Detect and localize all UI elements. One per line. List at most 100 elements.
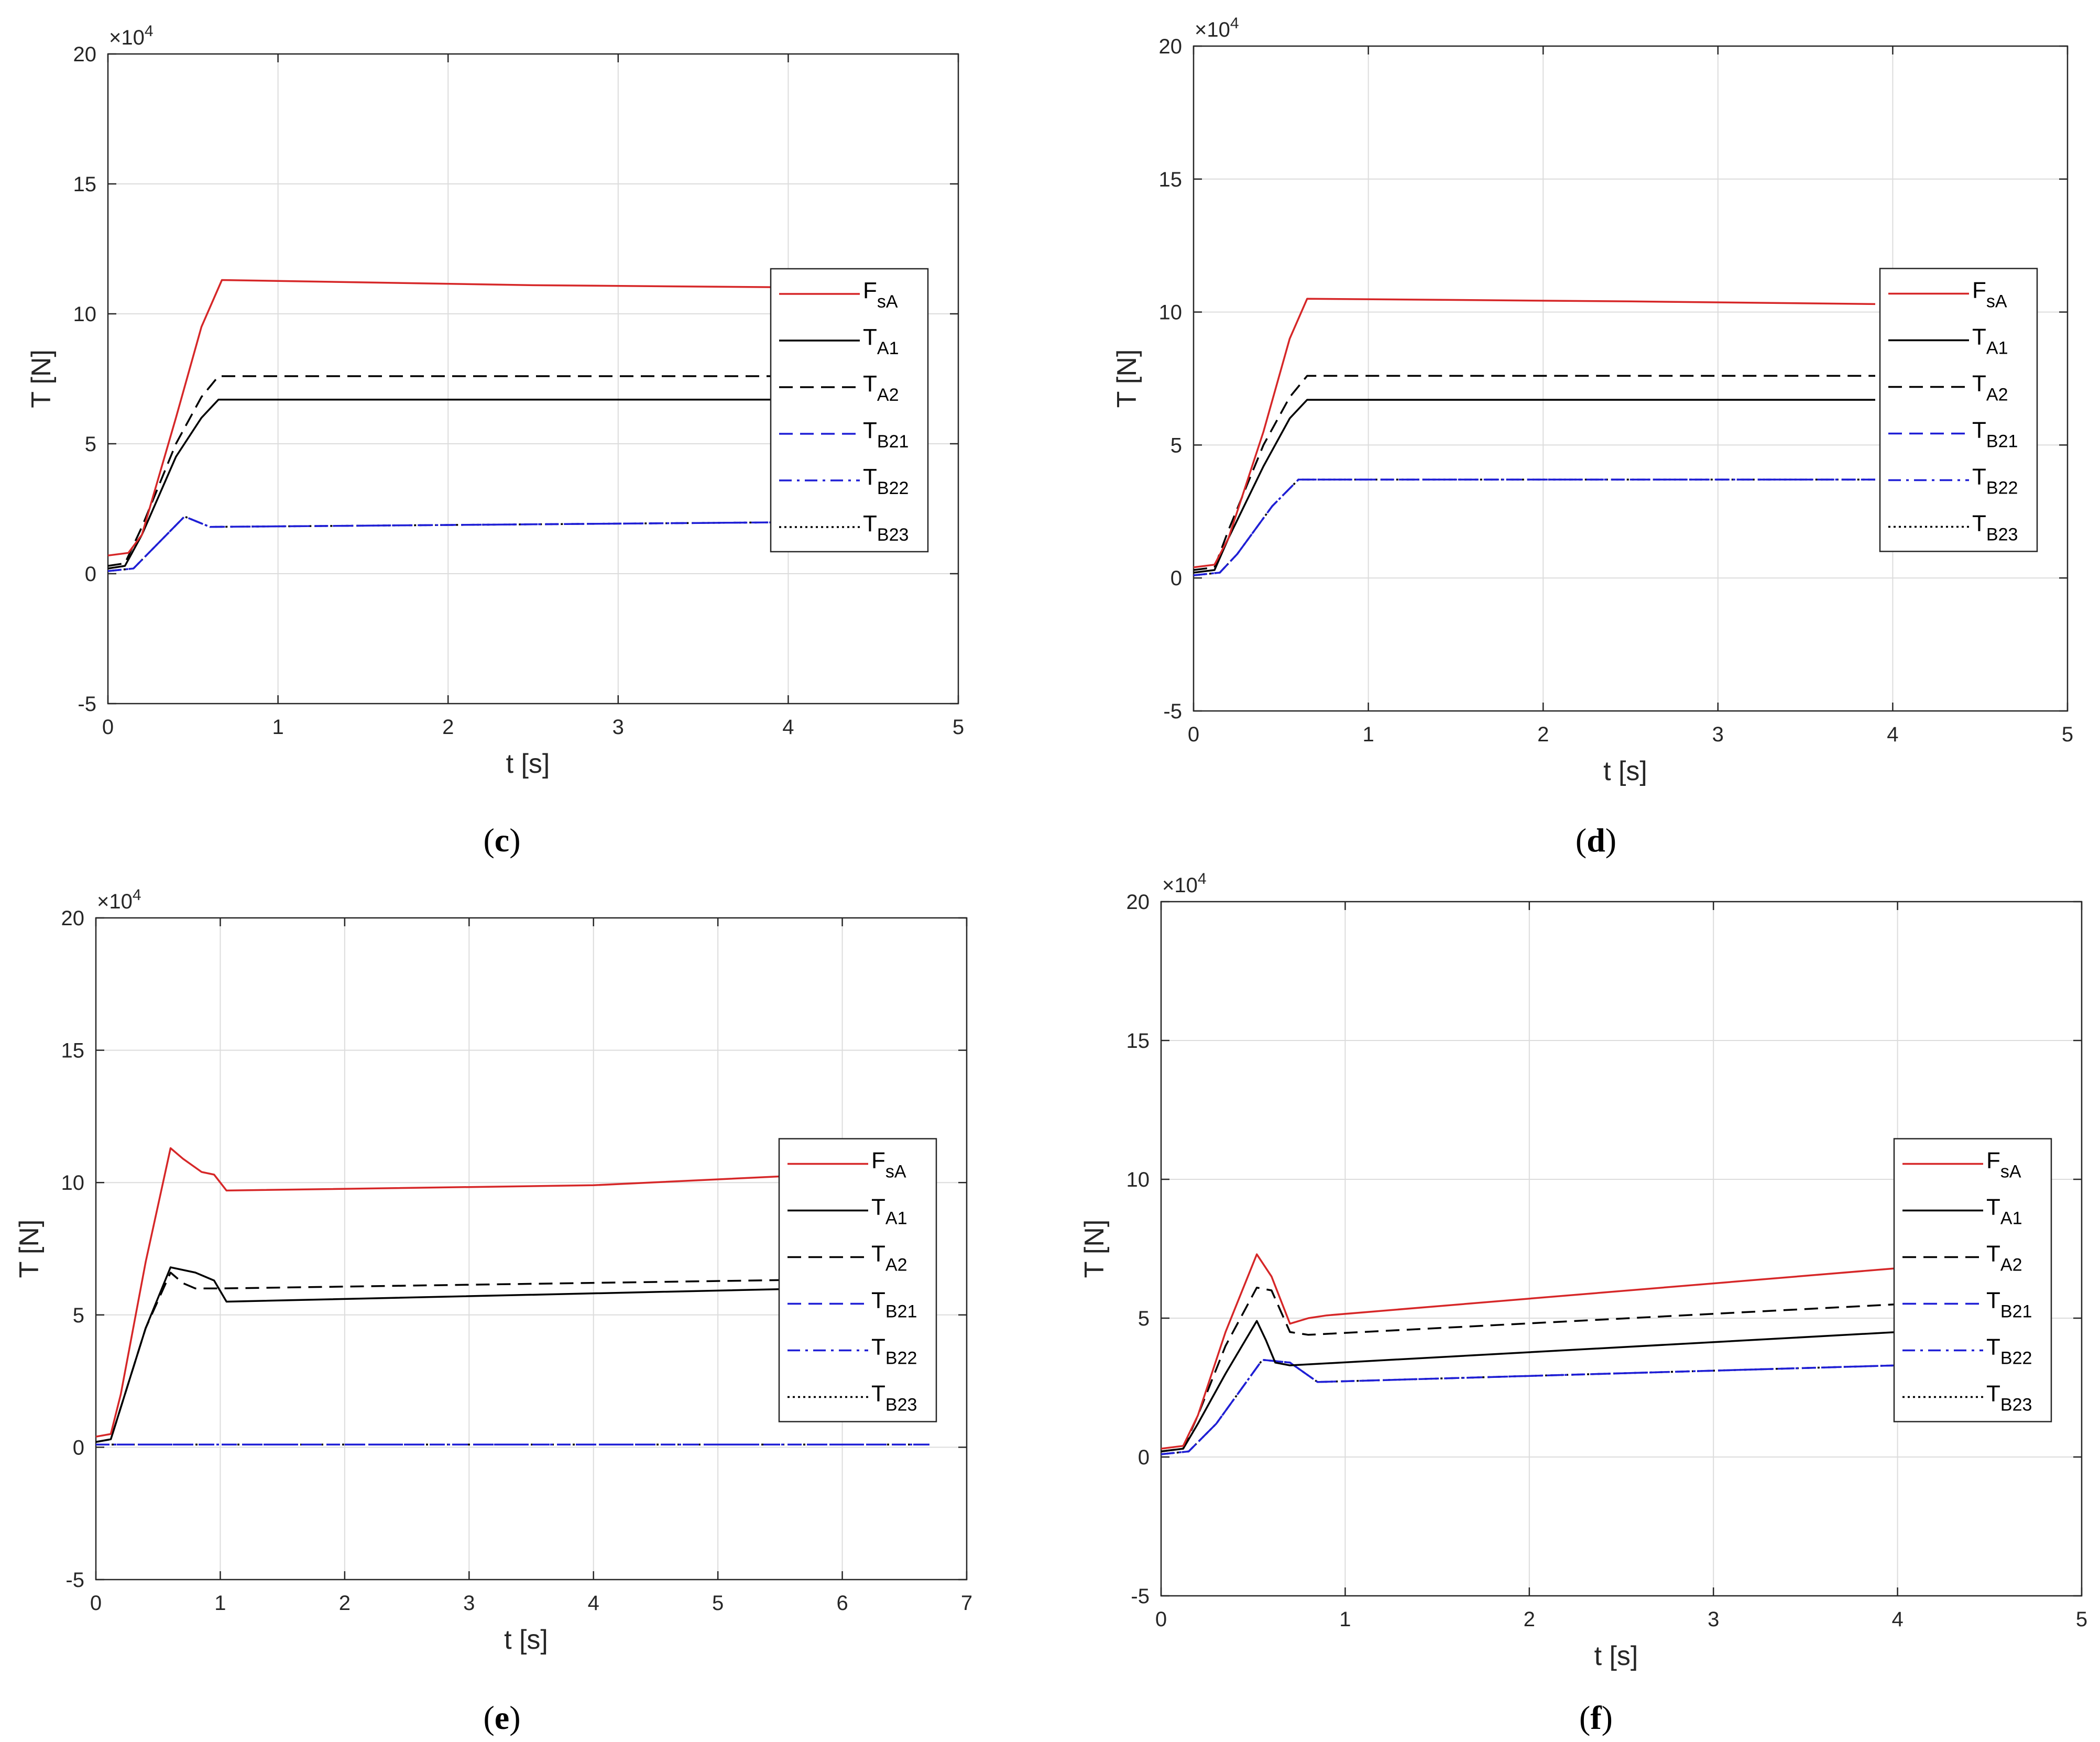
legend-subscript-FsA: sA	[2000, 1162, 2021, 1182]
series-line-TA1	[95, 1266, 929, 1443]
y-multiplier: ×104	[1162, 870, 1207, 897]
legend-box	[770, 268, 929, 553]
legend-subscript-TB22: B22	[2000, 1349, 2032, 1368]
y-tick-label-4: 15	[1159, 168, 1183, 191]
legend-subscript-FsA: sA	[885, 1162, 906, 1182]
y-tick-label-3: 10	[1126, 1168, 1150, 1191]
x-tick-label-5: 5	[2062, 723, 2073, 746]
y-tick-label-3: 10	[73, 303, 97, 326]
panel-caption-letter: c	[495, 821, 509, 859]
legend-subscript-TB21: B21	[885, 1302, 917, 1322]
legend-subscript-TA1: A1	[2000, 1209, 2022, 1229]
x-tick-label-1: 1	[214, 1592, 226, 1615]
y-tick-label-5: 20	[1126, 891, 1150, 914]
y-tick-label-5: 20	[73, 43, 97, 66]
y-multiplier-exponent: 4	[1230, 15, 1239, 32]
x-axis-label: t [s]	[1594, 1641, 1638, 1671]
x-tick-label-4: 4	[782, 716, 794, 739]
y-tick-label-3: 10	[61, 1171, 85, 1195]
x-tick-label-0: 0	[90, 1592, 102, 1615]
legend-box	[1893, 1138, 2052, 1422]
y-tick-label-4: 15	[61, 1039, 85, 1062]
x-tick-label-2: 2	[1537, 723, 1549, 746]
x-tick-label-7: 7	[961, 1592, 972, 1615]
legend-box	[1879, 268, 2038, 552]
x-tick-label-3: 3	[1712, 723, 1724, 746]
series-line-TA1	[1161, 1320, 1898, 1453]
y-tick-label-0: -5	[65, 1569, 84, 1592]
legend-subscript-TB23: B23	[1986, 525, 2018, 545]
x-axis-label: t [s]	[1603, 756, 1647, 786]
legend-subscript-TB22: B22	[877, 478, 909, 498]
x-tick-label-3: 3	[612, 716, 624, 739]
y-tick-label-5: 20	[1159, 35, 1183, 58]
x-tick-label-1: 1	[1339, 1608, 1351, 1631]
y-tick-label-4: 15	[1126, 1029, 1150, 1053]
panel-caption: (c)	[483, 821, 520, 859]
y-tick-label-1: 0	[1171, 567, 1182, 590]
legend-subscript-TB21: B21	[2000, 1302, 2032, 1322]
legend-subscript-TA1: A1	[1986, 338, 2008, 358]
series-line-FsA	[1161, 1253, 1898, 1450]
legend-subscript-FsA: sA	[877, 292, 898, 312]
y-tick-label-3: 10	[1159, 301, 1183, 324]
x-tick-label-5: 5	[953, 716, 964, 739]
panel-caption-close: )	[1605, 821, 1616, 859]
x-tick-label-1: 1	[1362, 723, 1374, 746]
series-line-TA1	[1193, 399, 1875, 574]
y-tick-label-4: 15	[73, 173, 97, 196]
x-axis-label: t [s]	[504, 1625, 548, 1655]
legend-subscript-TB22: B22	[885, 1349, 917, 1368]
y-tick-label-5: 20	[61, 907, 85, 930]
y-multiplier-exponent: 4	[1198, 870, 1207, 888]
series-line-FsA	[1193, 298, 1876, 568]
x-tick-label-0: 0	[1188, 723, 1199, 746]
legend-subscript-TB23: B23	[885, 1395, 917, 1415]
y-axis-label: T [N]	[1079, 1220, 1110, 1278]
legend-subscript-TB21: B21	[1986, 432, 2018, 452]
x-tick-label-4: 4	[1887, 723, 1898, 746]
x-tick-label-2: 2	[1524, 1608, 1535, 1631]
y-multiplier-exponent: 4	[133, 886, 141, 904]
y-tick-label-0: -5	[78, 693, 96, 716]
y-tick-label-2: 5	[1171, 434, 1182, 457]
panel-caption-letter: d	[1587, 821, 1605, 859]
x-tick-label-4: 4	[588, 1592, 599, 1615]
y-multiplier: ×104	[1195, 15, 1239, 41]
x-tick-label-2: 2	[442, 716, 454, 739]
x-tick-label-0: 0	[1155, 1608, 1167, 1631]
y-tick-label-1: 0	[85, 563, 96, 586]
y-multiplier-exponent: 4	[145, 23, 154, 40]
series-line-TB22	[1193, 478, 1875, 576]
x-tick-label-5: 5	[2076, 1608, 2087, 1631]
legend-subscript-TA1: A1	[877, 338, 899, 358]
x-tick-label-1: 1	[272, 716, 283, 739]
panel-caption-close: )	[509, 1699, 520, 1736]
series-line-FsA	[107, 279, 857, 557]
legend-subscript-TB23: B23	[2000, 1395, 2032, 1415]
series-line-TA2	[1193, 375, 1875, 571]
axes-box	[1160, 901, 2083, 1597]
x-tick-label-2: 2	[339, 1592, 351, 1615]
legend-subscript-TA2: A2	[2000, 1255, 2022, 1275]
x-axis-label: t [s]	[506, 749, 550, 779]
legend-subscript-TB21: B21	[877, 432, 909, 452]
y-axis-label: T [N]	[26, 349, 57, 408]
axes-box	[95, 917, 968, 1581]
x-tick-label-3: 3	[463, 1592, 475, 1615]
y-axis-label: T [N]	[1112, 349, 1142, 408]
x-tick-label-6: 6	[836, 1592, 848, 1615]
y-tick-label-0: -5	[1131, 1585, 1150, 1608]
y-tick-label-2: 5	[73, 1304, 84, 1327]
legend-subscript-TB23: B23	[877, 525, 909, 545]
panel-caption-close: )	[1602, 1699, 1613, 1736]
x-tick-label-4: 4	[1891, 1608, 1903, 1631]
x-tick-label-3: 3	[1708, 1608, 1719, 1631]
y-tick-label-2: 5	[1138, 1307, 1150, 1330]
legend-subscript-TA2: A2	[1986, 385, 2008, 405]
panel-caption-letter: e	[495, 1699, 509, 1736]
legend-subscript-FsA: sA	[1986, 292, 2007, 312]
series-line-TB22	[107, 516, 857, 572]
